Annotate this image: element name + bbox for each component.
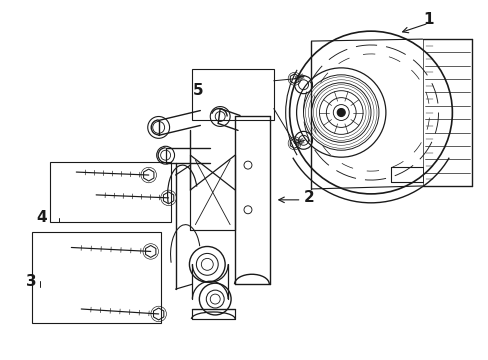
Text: 4: 4 bbox=[36, 210, 47, 225]
Text: 1: 1 bbox=[423, 12, 433, 27]
Bar bbox=[49, 162, 170, 222]
Bar bbox=[32, 231, 161, 323]
Text: 5: 5 bbox=[192, 83, 203, 98]
Bar bbox=[192, 69, 273, 121]
Circle shape bbox=[337, 109, 345, 117]
Text: 2: 2 bbox=[304, 190, 314, 205]
Text: 3: 3 bbox=[26, 274, 37, 289]
